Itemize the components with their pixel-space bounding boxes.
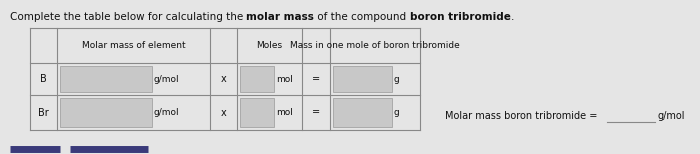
Bar [240, 98, 274, 127]
Text: x: x [220, 74, 226, 84]
Bar [60, 66, 152, 92]
Text: Molar mass boron tribromide =: Molar mass boron tribromide = [445, 111, 597, 121]
Bar [240, 66, 274, 92]
Bar [60, 98, 152, 127]
Text: g: g [393, 108, 399, 117]
Text: Moles: Moles [256, 41, 283, 50]
Text: =: = [312, 74, 320, 84]
Bar [333, 66, 391, 92]
Text: g/mol: g/mol [154, 75, 179, 83]
Text: Br: Br [38, 107, 49, 118]
Text: g/mol: g/mol [154, 108, 179, 117]
Bar [333, 98, 391, 127]
Text: B: B [40, 74, 47, 84]
Text: x: x [220, 107, 226, 118]
Text: molar mass: molar mass [246, 12, 314, 22]
Text: mol: mol [276, 75, 293, 83]
Text: boron tribromide: boron tribromide [410, 12, 510, 22]
Text: of the compound: of the compound [314, 12, 410, 22]
Text: Molar mass of element: Molar mass of element [82, 41, 186, 50]
Text: =: = [312, 107, 320, 118]
Text: g: g [393, 75, 399, 83]
Text: Complete the table below for calculating the: Complete the table below for calculating… [10, 12, 246, 22]
Text: g/mol: g/mol [658, 111, 685, 121]
Text: Mass in one mole of boron tribromide: Mass in one mole of boron tribromide [290, 41, 460, 50]
Text: .: . [510, 12, 514, 22]
Text: mol: mol [276, 108, 293, 117]
